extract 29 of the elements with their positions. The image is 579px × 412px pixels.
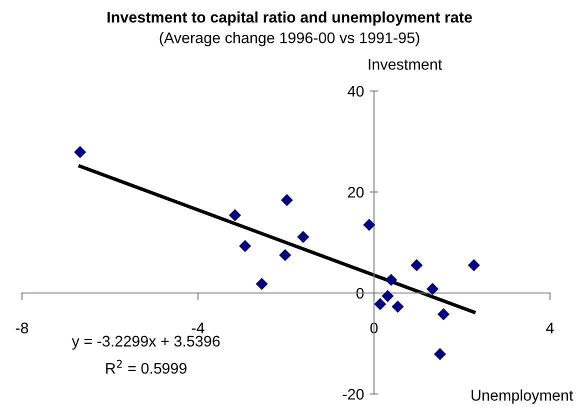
annotation: R$^{2}$ = 0.5999 xyxy=(106,360,186,374)
y-tick-label: 20 xyxy=(348,186,364,198)
point xyxy=(468,259,480,272)
chart-title: Investment to capital ratio and unemployment rate xyxy=(108,11,472,26)
point xyxy=(239,240,252,252)
annotation: y = -3.2299x + 3.5396 xyxy=(72,336,220,350)
point xyxy=(410,259,423,272)
point xyxy=(228,209,242,222)
chart-subtitle: (Average change 1996-00 vs 1991-95) xyxy=(160,32,420,46)
y-tick-label: -20 xyxy=(342,388,364,400)
point xyxy=(382,290,394,302)
x-tick-label: -8 xyxy=(16,322,28,334)
x-tick-label: 4 xyxy=(546,322,554,334)
point xyxy=(256,278,268,290)
point xyxy=(363,218,376,231)
x-axis-title: Unemployment xyxy=(472,390,574,404)
point xyxy=(385,274,398,286)
point xyxy=(297,230,310,243)
y-axis-title: Investment xyxy=(368,59,442,70)
point xyxy=(280,194,293,206)
point xyxy=(279,249,292,262)
point xyxy=(426,282,439,296)
y-tick-label: 40 xyxy=(348,86,364,97)
x-tick-label: -4 xyxy=(192,322,204,334)
point xyxy=(374,298,386,310)
point xyxy=(74,146,86,158)
point xyxy=(437,308,450,320)
point xyxy=(392,300,404,313)
point xyxy=(434,348,446,360)
